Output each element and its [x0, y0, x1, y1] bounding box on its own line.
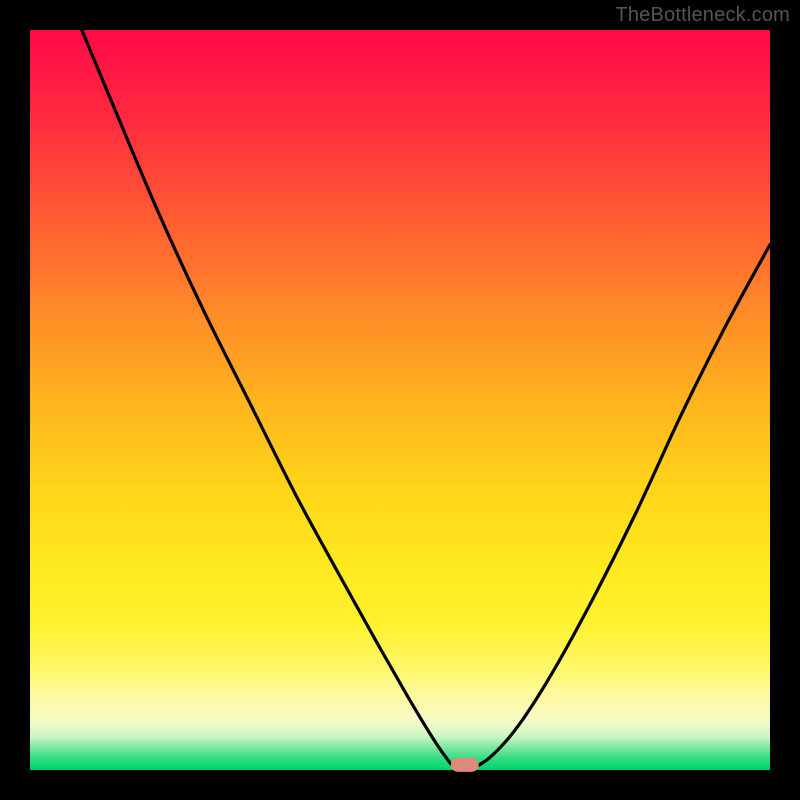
bottleneck-chart: [0, 0, 800, 800]
chart-container: TheBottleneck.com: [0, 0, 800, 800]
minimum-marker: [451, 758, 479, 772]
chart-background: [30, 30, 770, 770]
watermark-text: TheBottleneck.com: [615, 4, 790, 27]
